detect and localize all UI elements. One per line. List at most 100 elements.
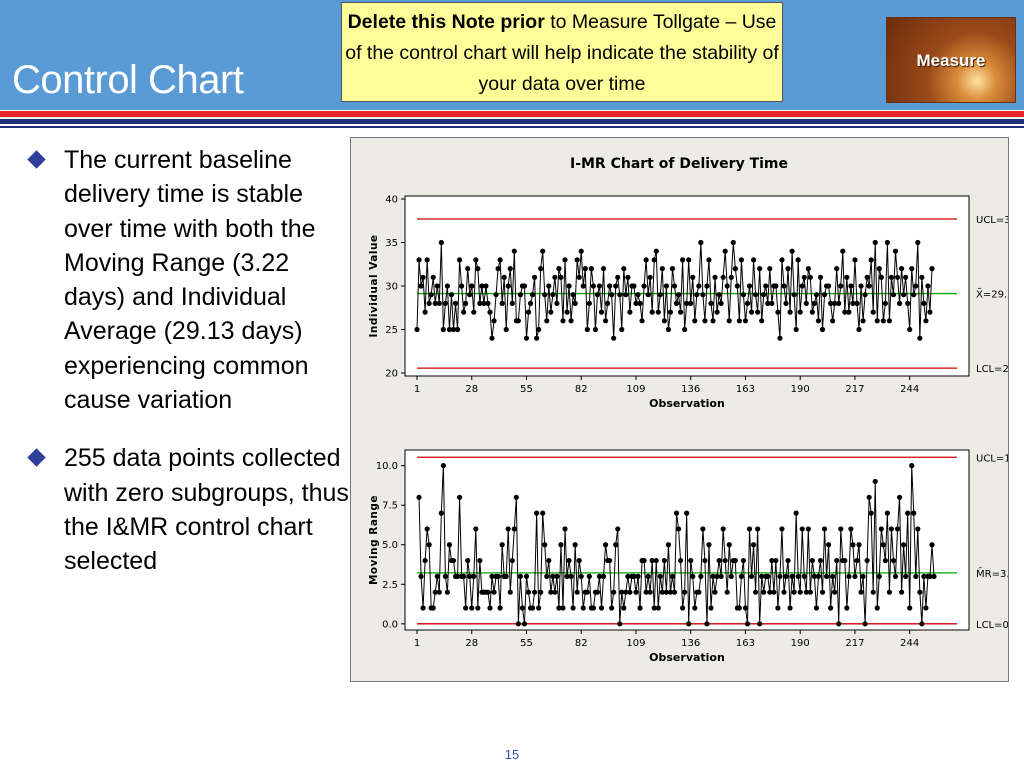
data-point [627,309,633,315]
x-tick-label: 55 [520,638,533,649]
data-point [856,542,862,548]
diamond-bullet-icon [27,448,46,468]
data-point [467,292,473,298]
data-point [582,266,588,272]
data-point [915,526,921,532]
data-point [503,326,509,333]
data-point [598,309,605,315]
data-point [892,573,899,579]
data-point [781,589,787,595]
data-point [538,589,544,595]
data-point [757,266,763,272]
data-point [505,283,511,289]
data-point [688,557,694,564]
data-point [803,300,809,306]
data-point [430,605,436,611]
data-point [487,309,493,315]
data-point [473,257,479,263]
note-bold-text: Delete this Note prior [347,11,545,33]
data-point [446,542,453,548]
data-point [704,621,710,627]
data-point [596,283,603,289]
data-point [469,283,475,289]
data-point [422,309,428,315]
data-point [418,573,424,579]
data-point [594,589,601,595]
data-point [432,589,438,595]
data-point [438,239,444,246]
data-point [560,605,566,611]
data-point [580,283,586,289]
data-point [507,266,513,272]
data-point [485,589,491,595]
data-point [821,526,828,532]
data-point [712,274,718,280]
data-point [544,318,550,324]
data-point [834,557,840,564]
data-point [495,266,501,272]
data-point [759,573,765,579]
data-point [475,266,481,272]
y-tick-label: 25 [385,325,398,336]
data-point [523,335,530,341]
data-point [542,292,548,298]
header-stripe-red [0,111,1024,117]
data-point [659,266,665,272]
x-tick-label: 163 [736,384,755,395]
data-point [463,605,469,611]
data-point [467,573,473,579]
data-point [785,557,791,564]
data-point [838,526,844,532]
data-point [862,292,868,298]
data-point [684,300,690,306]
data-point [753,589,759,595]
data-point [797,309,803,315]
data-point [732,557,738,564]
data-point [432,300,438,306]
data-point [625,274,631,280]
data-point [495,573,501,579]
data-point [878,526,884,532]
data-point [759,318,765,324]
data-point [799,283,805,289]
data-point [639,318,645,324]
data-point [688,300,694,306]
x-tick-label: 244 [900,384,919,395]
data-point [483,283,489,289]
data-point [823,573,830,579]
data-point [511,248,517,254]
data-point [736,318,742,324]
data-point [773,557,779,564]
data-point [633,589,639,595]
data-point [424,526,430,532]
data-point [459,283,465,289]
data-point [611,589,617,595]
data-point [811,573,817,579]
data-point [832,589,838,595]
data-point [420,605,426,611]
data-point [894,274,901,280]
data-point [858,283,864,289]
data-point [558,274,564,280]
data-point [761,292,767,298]
data-point [765,300,771,306]
data-point [844,274,850,280]
data-point [903,573,909,579]
data-point [765,573,771,579]
data-point [878,274,884,280]
data-point [456,494,463,500]
data-point [534,335,540,341]
data-point [750,542,757,548]
data-point [736,605,742,611]
data-point [915,239,921,246]
data-point [454,573,461,579]
data-point [848,283,854,289]
data-point [491,318,497,324]
data-point [888,274,895,280]
data-point [927,573,933,579]
data-point [489,573,495,579]
data-point [907,326,913,333]
data-point [519,605,526,611]
data-point [572,542,578,548]
data-point [700,292,706,298]
